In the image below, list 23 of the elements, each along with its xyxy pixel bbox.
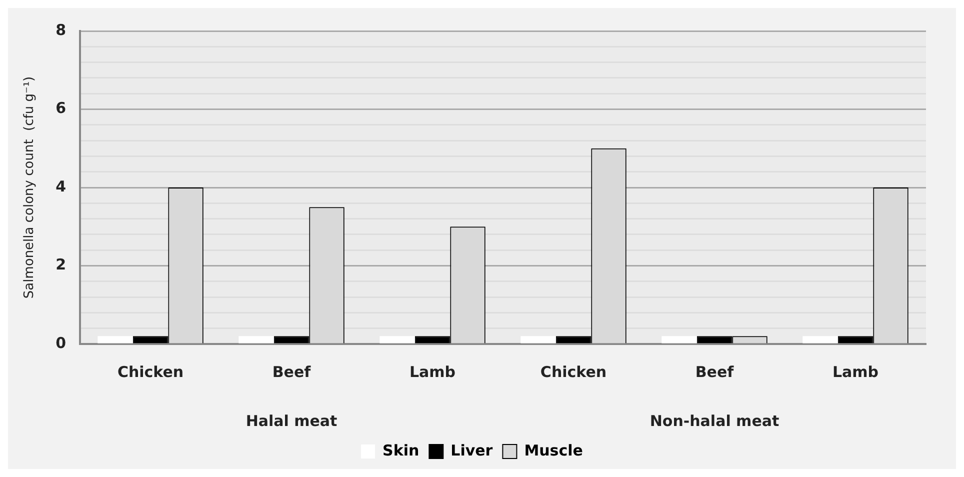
bar: [802, 336, 838, 344]
bar: [238, 336, 274, 344]
x-tick-label: Beef: [695, 362, 734, 381]
x-tick-label: Lamb: [409, 362, 456, 381]
text: Non-halal meat: [650, 412, 780, 430]
legend-label: Liver: [450, 441, 494, 460]
x-tick-label: Lamb: [832, 362, 879, 381]
y-tick-label: 0: [56, 334, 66, 352]
y-tick-label: 2: [56, 256, 66, 274]
bar: [98, 336, 133, 344]
legend-label: Skin: [382, 441, 420, 460]
legend-label: Muscle: [524, 441, 583, 460]
bar: [520, 336, 556, 344]
x-tick-label: Chicken: [117, 362, 184, 381]
bar: [380, 336, 415, 344]
x-tick-label: Beef: [272, 362, 312, 381]
y-tick-label: 4: [56, 177, 66, 196]
bar: [662, 336, 697, 344]
x-tick-label: Chicken: [540, 362, 607, 381]
y-axis-title: Salmonella colony count (cfu g⁻¹): [22, 76, 38, 299]
text: Halal meat: [246, 412, 338, 430]
y-tick-label: 6: [56, 99, 66, 118]
y-tick-label: 8: [56, 20, 66, 39]
